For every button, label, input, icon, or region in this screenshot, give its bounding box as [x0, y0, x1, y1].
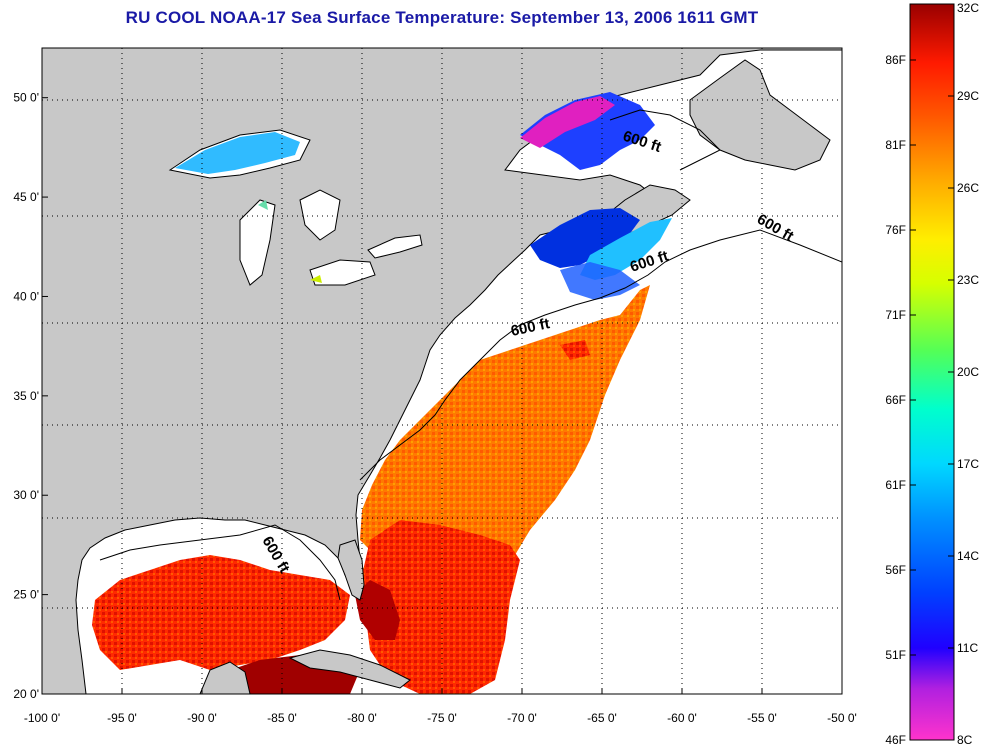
colorbar-celsius-label: 17C — [957, 457, 979, 471]
sst-florida-straits — [355, 580, 400, 640]
lat-tick-label: 50 0' — [13, 91, 39, 105]
lat-tick-label: 30 0' — [13, 488, 39, 502]
land-yucatan — [199, 661, 251, 694]
land-newfoundland — [689, 59, 831, 171]
lat-tick-label: 20 0' — [13, 687, 39, 701]
colorbar-fahrenheit-label: 71F — [885, 308, 906, 322]
lat-tick-label: 25 0' — [13, 588, 39, 602]
colorbar-fahrenheit-label: 46F — [885, 733, 906, 747]
lon-tick-label: -80 0' — [347, 711, 377, 725]
lat-lon-grid — [42, 48, 842, 694]
colorbar-gradient — [909, 3, 955, 741]
sst-gulf-of-mexico — [92, 555, 350, 670]
lon-tick-label: -65 0' — [587, 711, 617, 725]
colorbar-celsius-label: 14C — [957, 549, 979, 563]
map-title: RU COOL NOAA-17 Sea Surface Temperature:… — [125, 8, 759, 27]
sst-magenta-patch — [520, 96, 615, 148]
sst-warm-core — [560, 340, 590, 360]
lat-tick-label: 40 0' — [13, 289, 39, 303]
colorbar-celsius-label: 8C — [957, 733, 973, 747]
isobath-600ft — [99, 109, 842, 601]
lon-tick-label: -85 0' — [267, 711, 297, 725]
colorbar-celsius-label: 32C — [957, 1, 979, 15]
sst-south-atlantic — [362, 520, 520, 694]
lon-tick-label: -60 0' — [667, 711, 697, 725]
colorbar-fahrenheit-label: 51F — [885, 648, 906, 662]
land-florida — [337, 539, 365, 601]
colorbar-fahrenheit-label: 61F — [885, 478, 906, 492]
lon-tick-label: -50 0' — [827, 711, 857, 725]
longitude-axis: -100 0' -95 0' -90 0' -85 0' -80 0' -75 0' -70… — [24, 688, 857, 725]
colorbar-fahrenheit-labels: 86F 81F 76F 71F 66F 61F 56F 51F 46F — [885, 53, 916, 747]
colorbar-fahrenheit-label: 56F — [885, 563, 906, 577]
colorbar: 32C 29C 26C 23C 20C 17C 14C 11C 8C 86F 81F 76F 71F 6… — [885, 1, 979, 747]
lon-tick-label: -95 0' — [107, 711, 137, 725]
lon-tick-label: -75 0' — [427, 711, 457, 725]
sst-lake-michigan-edge — [258, 200, 268, 210]
colorbar-fahrenheit-label: 86F — [885, 53, 906, 67]
colorbar-celsius-label: 11C — [957, 641, 978, 655]
map-area — [42, 48, 842, 694]
sst-lake-superior — [175, 132, 300, 174]
lat-tick-label: 35 0' — [13, 389, 39, 403]
colorbar-celsius-label: 23C — [957, 273, 979, 287]
lon-tick-label: -55 0' — [747, 711, 777, 725]
colorbar-fahrenheit-label: 81F — [885, 138, 906, 152]
latitude-axis: 20 0' 25 0' 30 0' 35 0' 40 0' 45 0' 50 0' — [13, 91, 48, 701]
colorbar-fahrenheit-label: 76F — [885, 223, 906, 237]
lon-tick-label: -100 0' — [24, 711, 60, 725]
colorbar-fahrenheit-label: 66F — [885, 393, 906, 407]
sst-gulf-of-maine — [530, 208, 640, 268]
lat-tick-label: 45 0' — [13, 190, 39, 204]
lon-tick-label: -70 0' — [507, 711, 537, 725]
sst-scotian-shelf — [580, 218, 672, 280]
colorbar-celsius-label: 29C — [957, 89, 979, 103]
colorbar-celsius-label: 26C — [957, 181, 979, 195]
sst-lake-erie — [310, 275, 322, 283]
sst-gulf-st-lawrence — [520, 92, 655, 170]
colorbar-celsius-labels: 32C 29C 26C 23C 20C 17C 14C 11C 8C — [948, 1, 979, 747]
colorbar-celsius-label: 20C — [957, 365, 979, 379]
lon-tick-label: -90 0' — [187, 711, 217, 725]
land-cuba — [288, 649, 411, 689]
